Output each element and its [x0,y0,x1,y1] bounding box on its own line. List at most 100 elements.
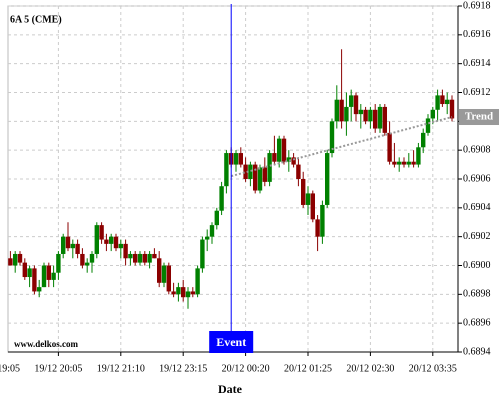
x-tick-label: 20/12 02:30 [346,363,394,374]
candle-body [344,106,349,122]
candle-body [161,265,167,283]
candle-body [37,287,42,292]
y-tick-label: 0.6896 [463,317,491,328]
y-tick-label: 0.6908 [463,144,491,155]
event-tag [209,331,254,353]
candle-body [238,153,243,165]
candle-body [310,193,315,220]
candle-body [94,225,99,254]
candle-body [195,268,200,295]
candle-body [75,243,80,254]
candle-body [435,95,440,110]
candle-body [411,161,416,165]
candle-body [421,132,426,148]
candle-body [70,243,75,249]
candle-body [17,253,23,263]
candle-body [363,109,368,122]
candle-body [157,258,162,283]
y-tick-label: 0.6900 [463,260,491,271]
candle-body [190,291,195,295]
y-tick-label: 0.6902 [463,231,491,242]
candle-body [13,253,18,266]
candle-body [147,253,152,263]
candle-body [181,287,186,298]
candle-body [315,219,320,237]
x-tick-label: 20/12 00:20 [222,363,270,374]
y-tick-label: 0.6916 [463,29,491,40]
candle-body [109,236,114,244]
candle-body [267,153,272,182]
y-tick-label: 0.6912 [463,87,491,98]
x-tick-label: 20/12 03:35 [409,363,457,374]
candle-body [41,265,47,288]
candle-body [277,138,282,162]
event-label: Event [216,335,246,349]
candle-body [89,253,95,263]
candle-body [113,236,119,249]
candle-body [104,239,109,244]
candle-body [205,236,210,240]
candle-body [301,179,306,205]
candle-body [445,99,450,105]
y-tick-label: 0.6914 [463,58,491,69]
candle-body [368,109,373,122]
candle-body [272,153,277,162]
x-tick-label: 20/12 01:25 [284,363,332,374]
candle-body [387,132,392,162]
candle-body [325,153,330,205]
y-tick-label: 0.6894 [463,346,491,357]
candle-body [133,253,138,263]
candle-body [51,272,56,280]
chart-title: 6A 5 (CME) [10,14,62,25]
candle-body [257,167,263,191]
trend-label: Trend [465,111,493,123]
candle-body [27,268,32,278]
candle-body [80,253,85,266]
candle-body [320,204,325,237]
candle-body [440,95,445,105]
candle-body [118,243,123,249]
watermark: www.delkos.com [14,339,79,349]
candle-body [248,164,253,179]
trend-tag [459,109,499,126]
candle-body [291,157,296,165]
candle-body [219,186,224,211]
candle-body [224,153,229,187]
candle-body [358,109,363,115]
candle-body [32,268,37,292]
x-tick-label: 19/12 23:15 [159,363,207,374]
candle-body [142,253,147,263]
candle-body [329,121,335,154]
y-tick-label: 0.6906 [463,173,491,184]
candle-body [349,95,354,107]
candle-body [56,253,61,273]
candle-body [281,138,287,162]
candle-body [253,164,258,191]
candle-body [166,265,171,292]
candle-body [334,99,339,122]
candle-body [296,164,301,179]
x-tick-label: 19/12 19:05 [0,363,20,374]
candle-body [99,225,104,240]
candle-body [262,167,267,182]
candle-body [382,106,387,133]
candle-body [22,262,27,278]
candle-body [401,161,407,165]
candle-body [449,99,455,119]
candle-body [137,253,143,263]
candle-body [392,161,397,165]
candle-body [373,109,378,129]
candle-body [185,291,191,298]
candle-body [65,236,71,249]
candle-body [416,147,421,165]
candle-body [61,236,66,254]
candle-body [85,262,90,266]
candle-body [171,291,176,295]
candle-body [353,95,359,115]
candle-body [305,193,311,205]
x-axis-label: Date [218,382,243,396]
y-tick-label: 0.6918 [463,0,491,11]
candle-body [397,161,402,165]
y-tick-label: 0.6904 [463,202,491,213]
y-tick-label: 0.6898 [463,289,491,300]
